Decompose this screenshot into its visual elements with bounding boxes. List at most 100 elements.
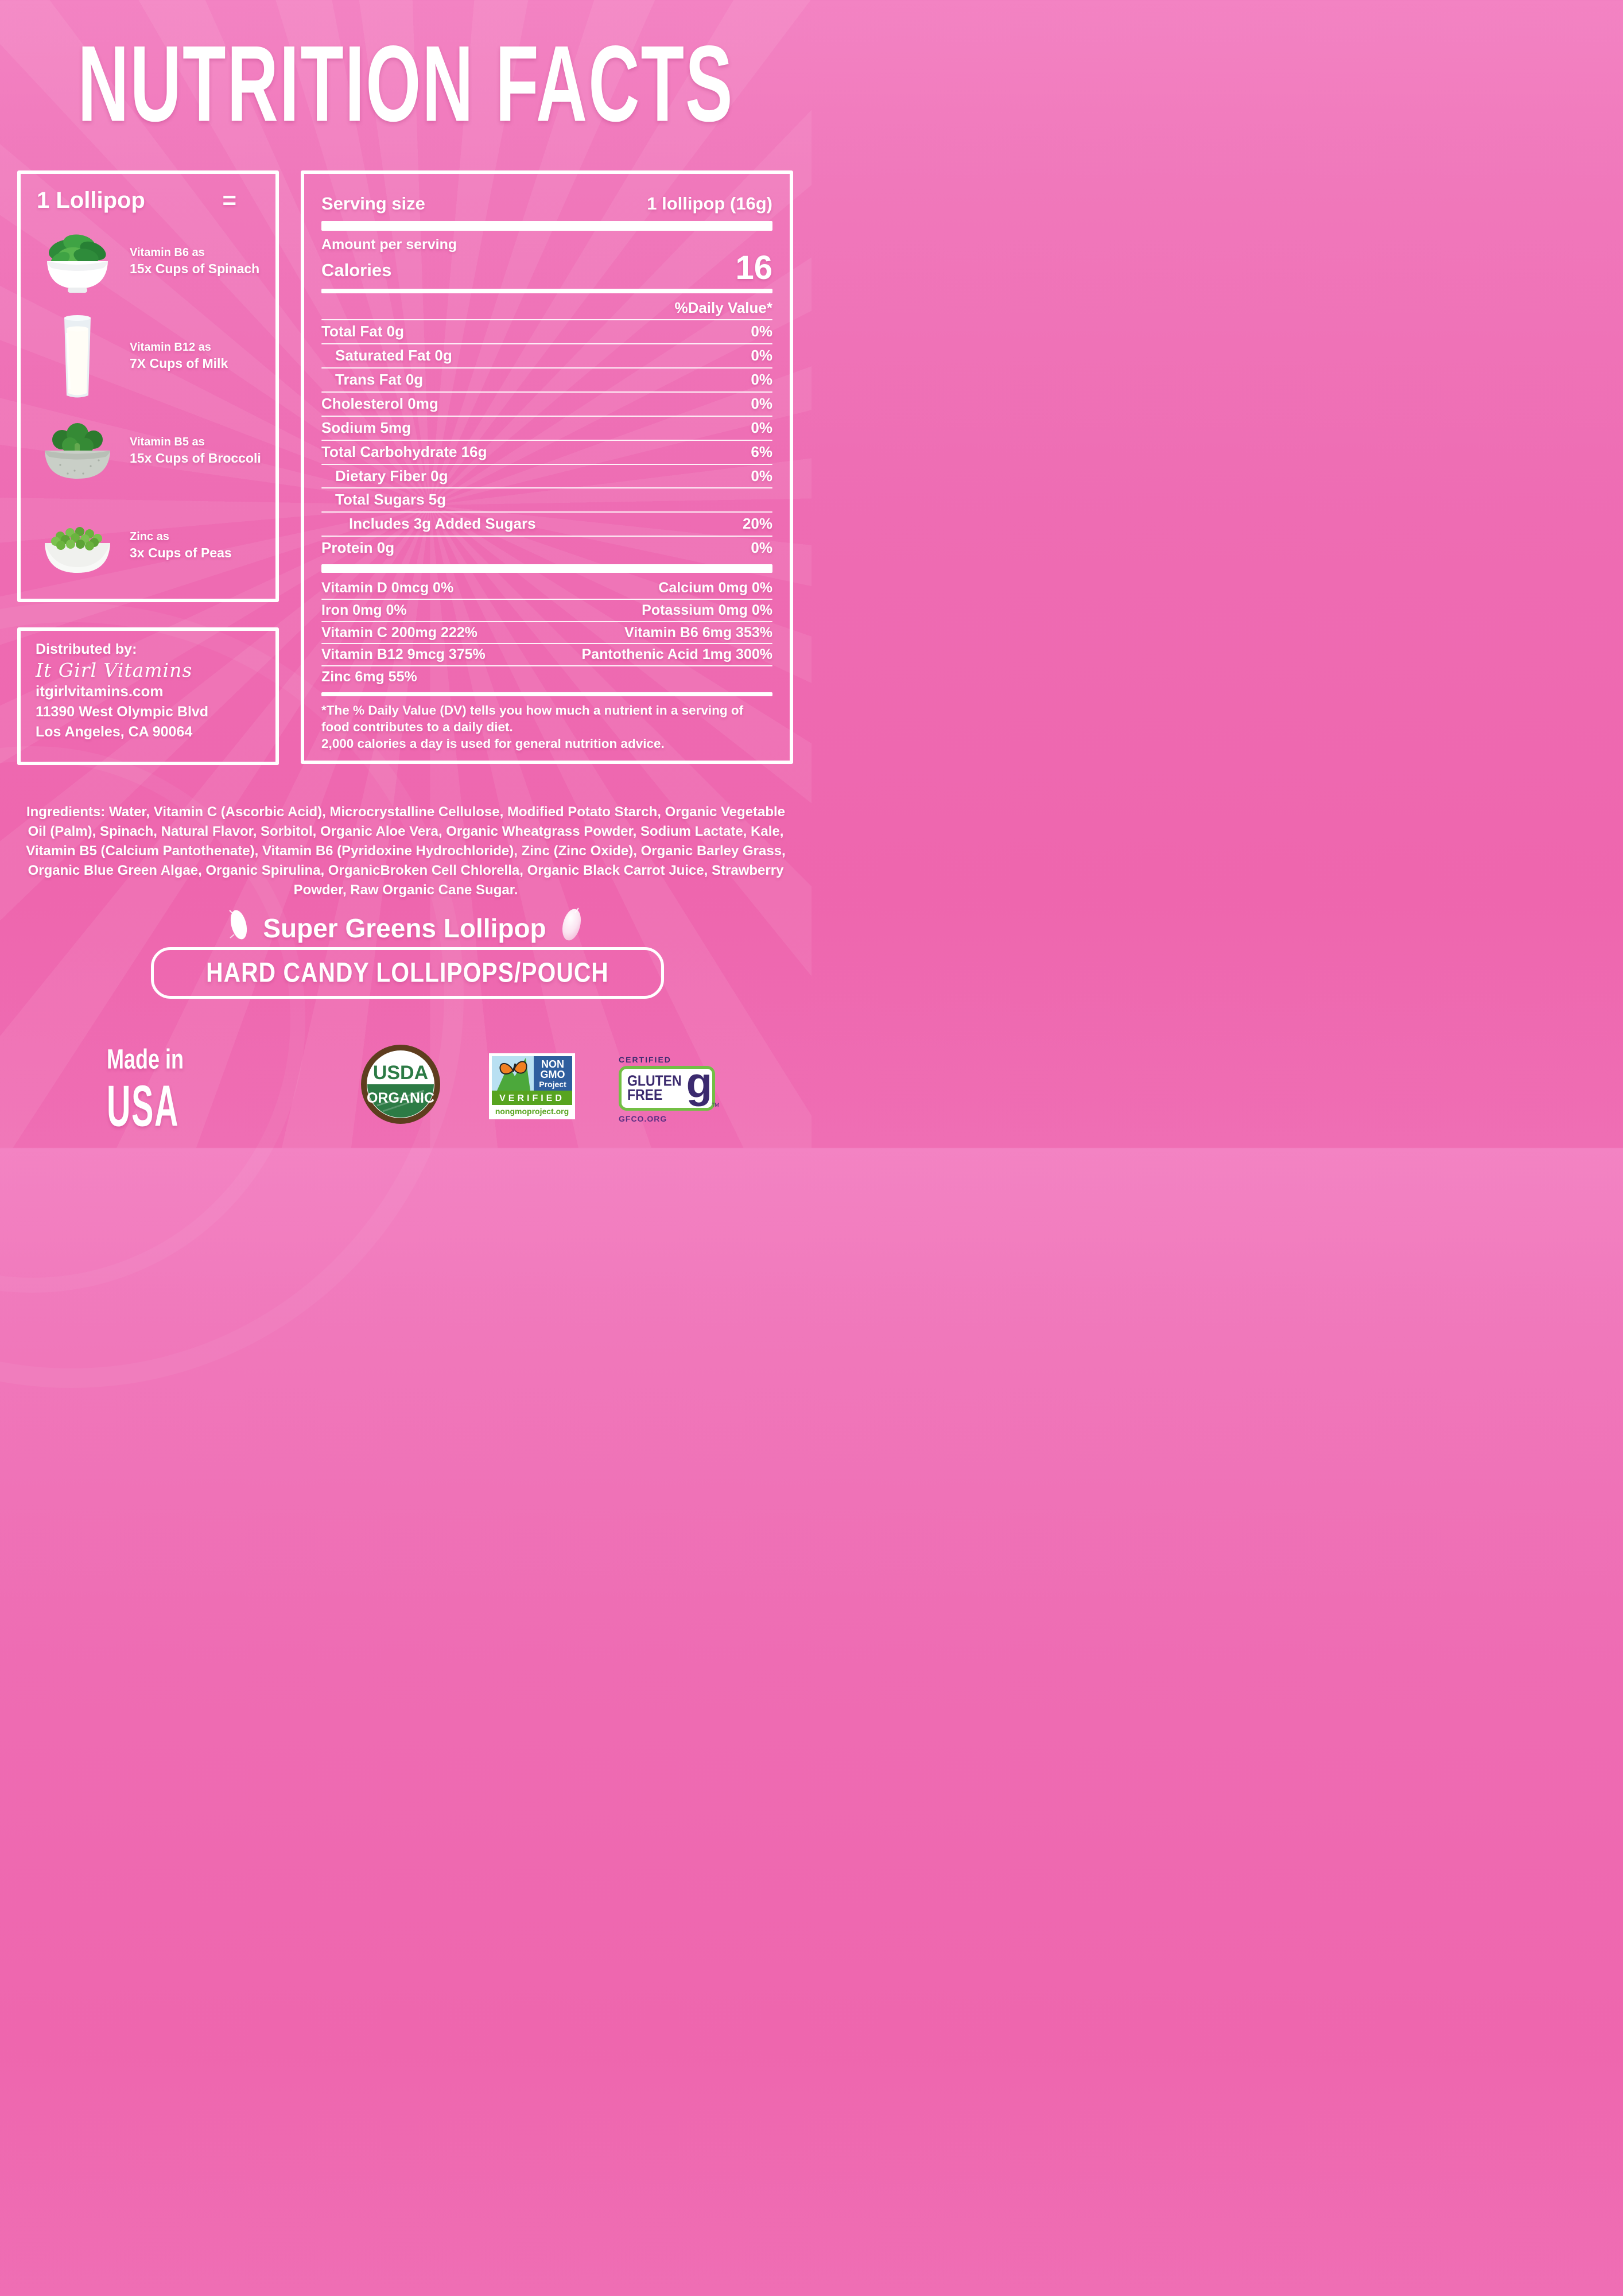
- daily-value-header: %Daily Value*: [674, 299, 772, 317]
- row-divider: [321, 511, 772, 513]
- daily-value-footnote: *The % Daily Value (DV) tells you how mu…: [321, 703, 744, 751]
- row-divider: [321, 367, 772, 369]
- gfco-g-icon: g: [686, 1058, 712, 1107]
- broccoli-bowl-icon: [32, 419, 123, 483]
- ingredients-text: Water, Vitamin C (Ascorbic Acid), Microc…: [26, 804, 786, 898]
- lollipop-icon: [227, 906, 250, 950]
- row-divider: [321, 343, 772, 345]
- ingredients-paragraph: Ingredients: Water, Vitamin C (Ascorbic …: [15, 802, 796, 900]
- nutrition-label-page: { "title": "NUTRITION FACTS", "equivalen…: [0, 0, 812, 1388]
- row-divider: [321, 463, 772, 465]
- thick-divider: [321, 564, 772, 573]
- row-divider: [321, 487, 772, 489]
- row-divider: [321, 319, 772, 321]
- medium-divider: [321, 692, 772, 696]
- usda-text: USDA: [373, 1062, 428, 1084]
- page-title-wrap: NUTRITION FACTS: [0, 30, 812, 138]
- serving-size-row: Serving size 1 lollipop (16g): [321, 193, 772, 214]
- website: itgirlvitamins.com: [36, 682, 164, 700]
- ingredients-label: Ingredients:: [26, 804, 106, 820]
- row-divider: [321, 643, 772, 645]
- brand-name: It Girl Vitamins: [36, 659, 193, 681]
- equals-sign: =: [222, 187, 236, 214]
- non-gmo-verified-badge: NON GMO Project VERIFIED nongmoproject.o…: [489, 1053, 575, 1122]
- nutrient-row: Cholesterol 0mg 0%: [321, 394, 772, 412]
- nutrient-row: Protein 0g 0%: [321, 539, 772, 557]
- made-in-line2: USA: [107, 1073, 180, 1139]
- micronutrient-row: Vitamin D 0mcg 0% Calcium 0mg 0%: [321, 580, 772, 596]
- format-pill: HARD CANDY LOLLIPOPS/POUCH: [151, 947, 664, 999]
- calories-value: 16: [735, 249, 772, 286]
- equivalents-heading-text: 1 Lollipop: [37, 187, 145, 213]
- address-line2: Los Angeles, CA 90064: [36, 724, 193, 740]
- address-line1: 11390 West Olympic Blvd: [36, 704, 209, 720]
- butterfly-icon: [499, 1061, 527, 1075]
- project-text: Project: [539, 1080, 566, 1089]
- equivalent-nutrient: Vitamin B5 as: [130, 436, 205, 448]
- equivalents-panel: 1 Lollipop = Vitamin B6 as 15x Cups o: [17, 170, 279, 602]
- spinach-bowl-icon: [32, 228, 123, 296]
- usda-organic-badge: USDA ORGANIC: [360, 1044, 441, 1128]
- equivalent-amount: 15x Cups of Spinach: [130, 261, 260, 276]
- calories-label: Calories: [321, 260, 392, 281]
- row-divider: [321, 598, 772, 600]
- thick-divider: [321, 221, 772, 231]
- nutrient-row: Trans Fat 0g 0%: [335, 370, 772, 388]
- nutrient-row: Total Fat 0g 0%: [321, 323, 772, 340]
- format-label: HARD CANDY LOLLIPOPS/POUCH: [206, 957, 609, 988]
- nutrient-row: Includes 3g Added Sugars 20%: [349, 515, 772, 533]
- equivalent-nutrient: Zinc as: [130, 530, 169, 543]
- organic-text: ORGANIC: [367, 1090, 434, 1106]
- equivalent-item-milk: Vitamin B12 as 7X Cups of Milk: [32, 309, 266, 404]
- calories-row: Calories 16: [321, 249, 772, 286]
- gluten-free-box: GLUTEN FREE g TM: [619, 1058, 719, 1111]
- micronutrient-row: Zinc 6mg 55%: [321, 669, 417, 685]
- row-divider: [321, 665, 772, 667]
- nutrient-row: Dietary Fiber 0g 0%: [335, 467, 772, 484]
- equivalent-amount: 7X Cups of Milk: [130, 356, 228, 371]
- gfco-url: GFCO.ORG: [619, 1114, 667, 1123]
- serving-size-value: 1 lollipop (16g): [647, 193, 772, 214]
- lollipop-icon: [559, 905, 584, 951]
- verified-text: VERIFIED: [499, 1093, 565, 1103]
- serving-size-label: Serving size: [321, 193, 425, 214]
- equivalent-item-peas: Zinc as 3x Cups of Peas: [32, 498, 266, 593]
- gluten-free-text: GLUTEN FREE: [627, 1072, 682, 1103]
- equivalents-heading: 1 Lollipop =: [32, 177, 266, 214]
- equivalent-nutrient: Vitamin B12 as: [130, 341, 211, 354]
- product-name: Super Greens Lollipop: [263, 913, 546, 943]
- equivalent-amount: 15x Cups of Broccoli: [130, 451, 261, 466]
- row-divider: [321, 439, 772, 441]
- distributor-panel: Distributed by: It Girl Vitamins itgirlv…: [17, 627, 279, 765]
- amount-per-serving-label: Amount per serving: [321, 236, 457, 253]
- gluten-free-badge: CERTIFIED GLUTEN FREE g TM GFCO.ORG: [619, 1055, 719, 1123]
- equivalent-nutrient: Vitamin B6 as: [130, 246, 205, 259]
- nutrient-row: Total Carbohydrate 16g 6%: [321, 443, 772, 460]
- row-divider: [321, 391, 772, 393]
- made-in-line1: Made in: [107, 1044, 184, 1075]
- equivalent-amount: 3x Cups of Peas: [130, 545, 232, 560]
- medium-divider: [321, 289, 772, 294]
- nutrient-row: Saturated Fat 0g 0%: [335, 347, 772, 364]
- nutrition-facts-panel: Serving size 1 lollipop (16g) Amount per…: [301, 170, 793, 764]
- micronutrient-row: Vitamin B12 9mcg 375% Pantothenic Acid 1m…: [321, 646, 772, 663]
- micronutrient-row: Iron 0mg 0% Potassium 0mg 0%: [321, 602, 772, 618]
- peas-bowl-icon: [32, 514, 123, 577]
- gmo-text: GMO: [541, 1069, 565, 1080]
- certified-text: CERTIFIED: [619, 1055, 671, 1064]
- equivalent-item-broccoli: Vitamin B5 as 15x Cups of Broccoli: [32, 404, 266, 498]
- page-title: NUTRITION FACTS: [77, 24, 734, 145]
- non-text: NON: [541, 1058, 564, 1070]
- row-divider: [321, 536, 772, 537]
- row-divider: [321, 620, 772, 622]
- product-name-row: Super Greens Lollipop: [0, 905, 812, 951]
- made-in-usa: Made in USA: [107, 1044, 195, 1135]
- milk-glass-icon: [32, 313, 123, 400]
- nongmo-url: nongmoproject.org: [495, 1107, 569, 1116]
- nutrient-row: Total Sugars 5g: [335, 491, 446, 509]
- trademark-text: TM: [712, 1102, 719, 1108]
- distributor-label: Distributed by:: [36, 641, 137, 657]
- nutrient-row: Sodium 5mg 0%: [321, 418, 772, 436]
- equivalent-item-spinach: Vitamin B6 as 15x Cups of Spinach: [32, 214, 266, 309]
- micronutrient-row: Vitamin C 200mg 222% Vitamin B6 6mg 353%: [321, 624, 772, 641]
